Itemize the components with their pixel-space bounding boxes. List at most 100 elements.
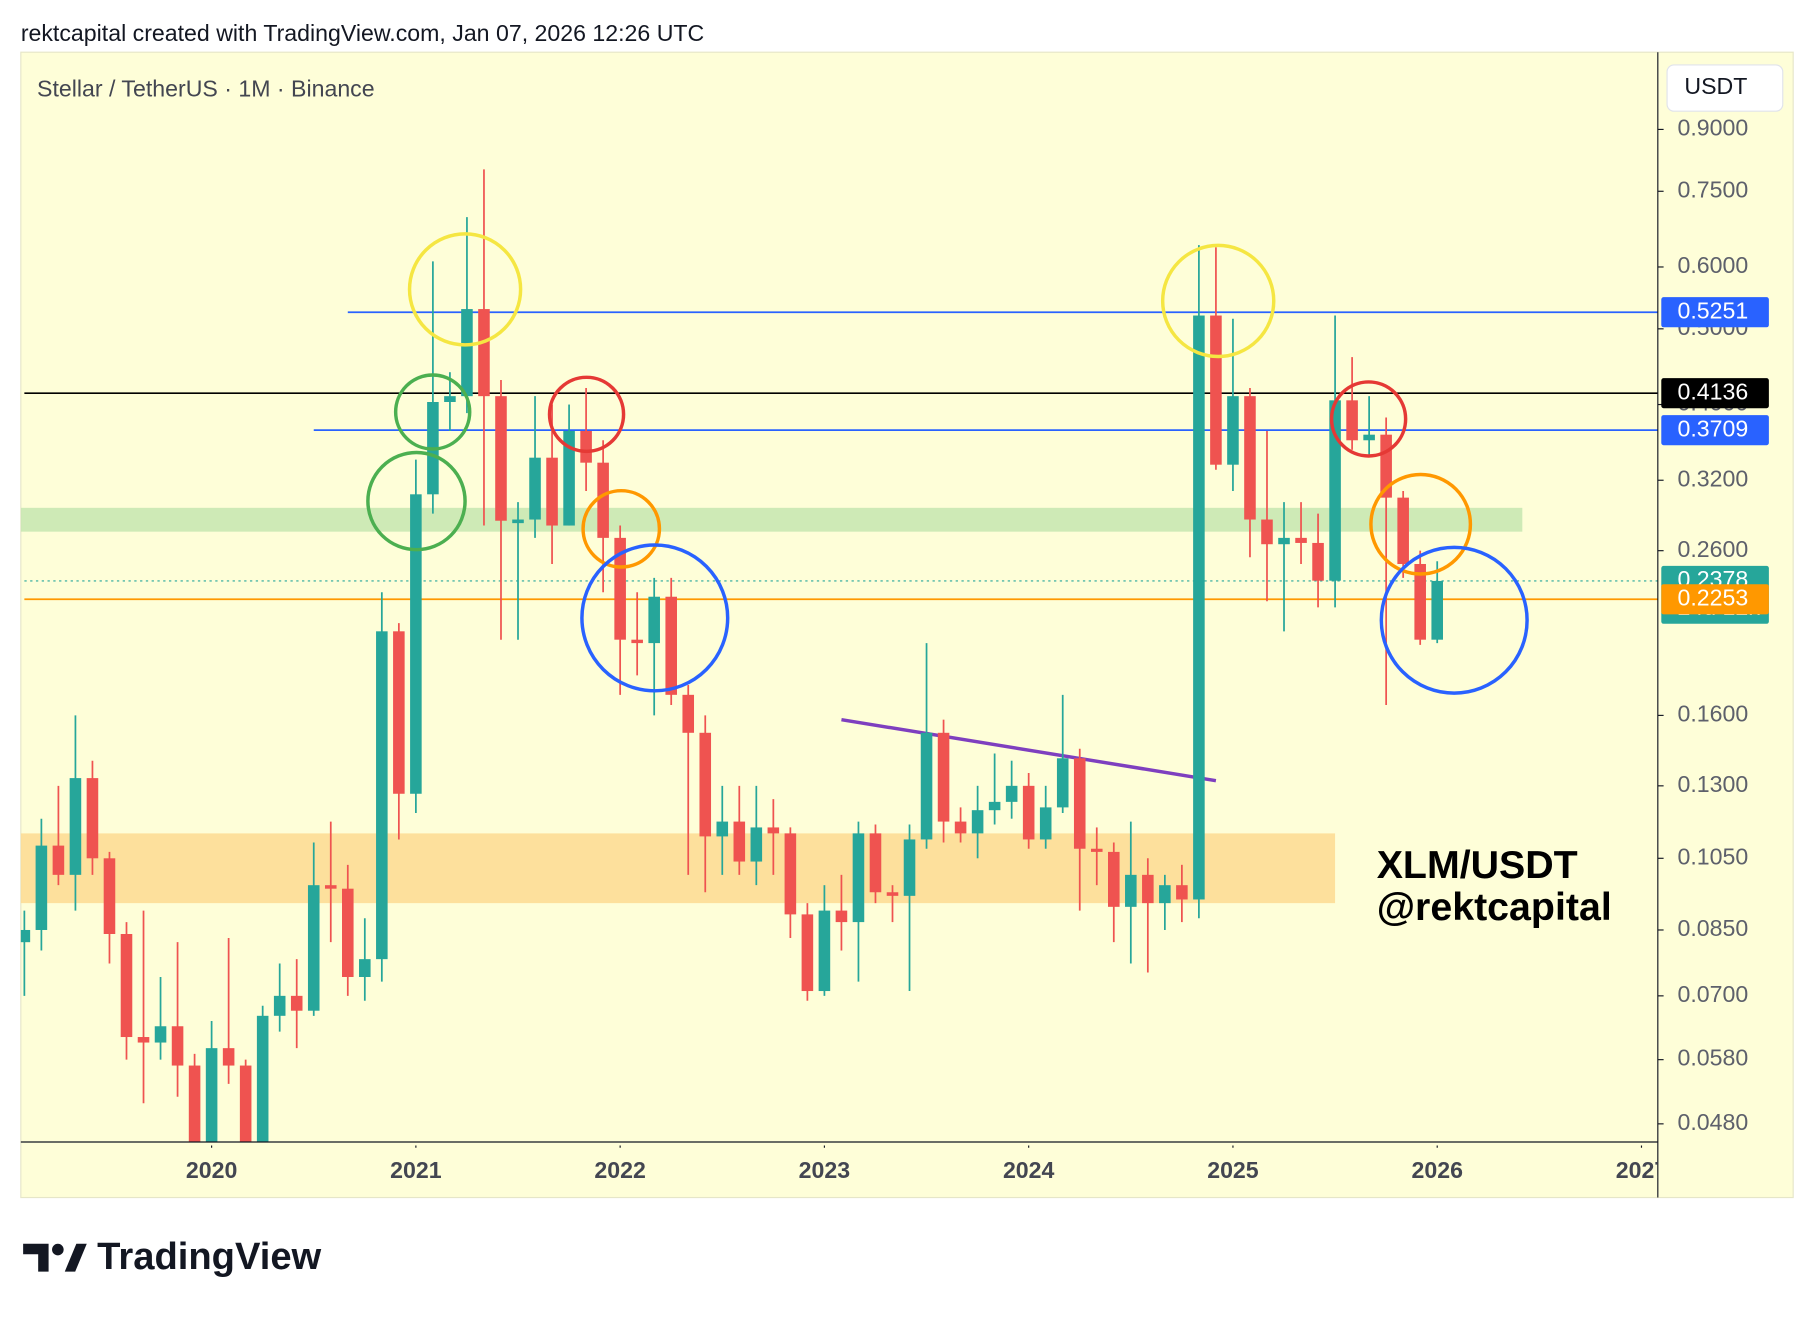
price-label-box (1661, 297, 1769, 328)
candle-body (716, 821, 729, 837)
candle-body (1022, 785, 1035, 840)
candle-body (120, 933, 133, 1038)
watermark: @rektcapital (1377, 885, 1612, 929)
candle-body (52, 845, 65, 875)
header: rektcapital created with TradingView.com… (21, 20, 704, 46)
candle-body (750, 827, 763, 862)
x-tick-label: 2023 (799, 1157, 851, 1183)
candle-body (614, 537, 626, 640)
candle-body (1312, 542, 1324, 581)
candle-body (1073, 758, 1086, 849)
candle-body (1244, 396, 1256, 520)
candle-body (1397, 497, 1409, 564)
candle-body (784, 833, 797, 915)
currency[interactable]: USDT (1684, 73, 1747, 99)
candle-body (393, 631, 405, 794)
candle-body (665, 596, 677, 695)
candle-body (1431, 580, 1443, 640)
y-tick-label: 0.7500 (1677, 176, 1748, 202)
candle-body (1261, 519, 1273, 545)
candle-body (1210, 315, 1222, 465)
y-tick-label: 0.0580 (1677, 1045, 1748, 1071)
y-tick-label: 0.2600 (1677, 536, 1748, 562)
x-tick-label: 2026 (1411, 1157, 1463, 1183)
candle-body (35, 845, 48, 930)
candle-body (444, 396, 456, 403)
y-tick-label: 0.3200 (1677, 465, 1748, 491)
y-tick-label: 0.9000 (1677, 115, 1748, 141)
circle (581, 488, 662, 569)
currency-box[interactable] (1666, 64, 1784, 112)
x-tick-label: 2022 (594, 1157, 645, 1183)
candle-body (1346, 400, 1358, 441)
candle-body (1380, 434, 1392, 498)
candle-body (1090, 848, 1103, 852)
candle-body (937, 732, 950, 822)
circle (547, 375, 626, 454)
candle-body (886, 892, 899, 896)
candle-body (512, 519, 524, 524)
price-label: 0.2253 (1677, 584, 1748, 610)
candle-body (1056, 758, 1069, 808)
candle-body (188, 1065, 201, 1143)
candle-body (1329, 400, 1341, 581)
candle-body (869, 833, 882, 893)
candle-body (307, 885, 320, 1011)
candle-body (478, 309, 490, 397)
y-tick-label: 0.1600 (1677, 701, 1748, 727)
candle-body (631, 639, 643, 644)
candle-body (239, 1065, 252, 1143)
candle-body (273, 995, 286, 1016)
candle-body (103, 858, 116, 934)
candle-body (222, 1048, 235, 1066)
circle (1329, 380, 1408, 458)
candle-body (1005, 785, 1018, 802)
candle-body (1176, 885, 1188, 900)
circle (407, 232, 523, 347)
annotations (366, 232, 1529, 695)
y-tick-label: 0.1300 (1677, 771, 1748, 797)
candle-body (86, 778, 99, 859)
circle (366, 450, 467, 552)
y-tick-label: 0.6000 (1677, 252, 1748, 278)
candle-body (154, 1026, 167, 1043)
candle-body (376, 631, 388, 960)
candle-body (1039, 807, 1052, 840)
candle-body (1414, 563, 1426, 640)
price-label: 0.3709 (1677, 415, 1748, 441)
candle-body (648, 596, 660, 644)
chart-title: Stellar / TetherUS · 1M · Binance (37, 75, 375, 101)
candle-body (1278, 537, 1290, 545)
candle-body (529, 457, 541, 520)
candle-body (988, 801, 1001, 811)
candle-body (69, 778, 82, 875)
candle-body (767, 827, 780, 834)
x-tick-label: 2024 (1003, 1157, 1055, 1183)
candle-body (580, 430, 592, 463)
candle-body (852, 833, 865, 923)
y-tick-label: 0.0850 (1677, 915, 1748, 941)
candle-body (818, 910, 831, 992)
candle-body (137, 1037, 150, 1043)
price-label: 0.4136 (1677, 378, 1748, 404)
zone (20, 833, 1336, 904)
candle-body (1108, 851, 1120, 907)
candle-body (1159, 885, 1171, 904)
price-label: 0.5251 (1677, 297, 1748, 323)
candle-body (903, 839, 916, 896)
circle (1379, 545, 1529, 695)
brand-logo (23, 1243, 87, 1272)
candle-body (342, 888, 354, 978)
candle-body (801, 914, 814, 992)
candle-body (835, 910, 848, 923)
candle-body (597, 462, 609, 538)
candle-body (971, 810, 984, 834)
circle (580, 543, 730, 693)
brand: TradingView (97, 1235, 321, 1278)
candle-body (324, 885, 337, 889)
candle-body (205, 1048, 218, 1143)
candle-body (359, 959, 371, 978)
circle (393, 373, 472, 451)
candle-body (920, 732, 933, 840)
